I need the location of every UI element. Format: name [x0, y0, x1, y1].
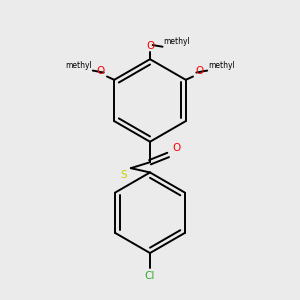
Text: methyl: methyl [208, 61, 235, 70]
Text: O: O [97, 66, 105, 76]
Text: O: O [172, 143, 180, 153]
Text: O: O [195, 66, 203, 76]
Text: methyl: methyl [164, 37, 190, 46]
Text: methyl: methyl [65, 61, 92, 70]
Text: O: O [146, 41, 154, 51]
Text: S: S [120, 170, 127, 180]
Text: Cl: Cl [145, 271, 155, 281]
